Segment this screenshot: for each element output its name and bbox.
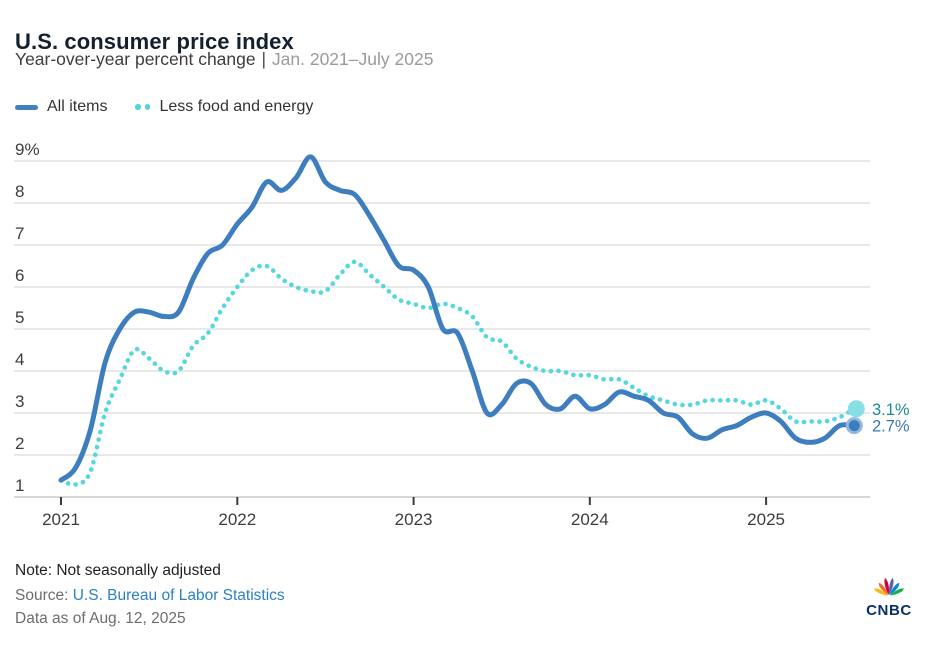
source-link[interactable]: U.S. Bureau of Labor Statistics — [72, 587, 285, 604]
cnbc-peacock-icon — [873, 578, 905, 596]
x-axis-tick-label: 2024 — [571, 510, 609, 529]
cpi-line-chart: 1 2 3 4 5 6 7 8 9% 2021 2022 2023 2024 2025 3.1%2.7% — [14, 140, 910, 529]
chart-title: U.S. consumer price index — [15, 28, 294, 54]
legend-item-all-items[interactable]: All items — [15, 98, 107, 116]
source-label: Source: — [15, 587, 69, 604]
legend-item-less-food-energy[interactable]: Less food and energy — [135, 98, 313, 116]
core-cpi-line — [58, 259, 857, 487]
y-axis-tick-label: 2 — [15, 434, 24, 453]
x-axis-tick-label: 2025 — [747, 510, 785, 529]
cnbc-logo-text: CNBC — [866, 602, 912, 619]
y-axis-tick-label: 1 — [15, 476, 24, 495]
chart-plot-area: 1 2 3 4 5 6 7 8 9% 2021 2022 2023 2024 2025 3.1% 2.7% — [0, 140, 936, 545]
core-dotted-swatch-icon — [135, 104, 151, 110]
y-axis-tick-label: 7 — [15, 224, 24, 243]
chart-note: Note: Not seasonally adjusted — [15, 562, 221, 579]
subtitle-measure: Year-over-year percent change — [15, 49, 256, 69]
y-axis-tick-label: 4 — [15, 350, 24, 369]
core-end-dot — [847, 400, 865, 418]
end-value-label: 3.1% — [872, 401, 910, 419]
cnbc-logo: CNBC — [856, 567, 922, 619]
legend-label-less-food-energy: Less food and energy — [159, 98, 314, 115]
subtitle-separator: | — [261, 49, 267, 69]
all-items-line-swatch-icon — [15, 104, 38, 110]
y-axis-tick-label: 6 — [15, 266, 24, 285]
y-axis-tick-label: 9% — [15, 140, 40, 159]
subtitle-date-range: Jan. 2021–July 2025 — [271, 49, 434, 69]
y-axis-tick-label: 5 — [15, 308, 24, 327]
data-as-of: Data as of Aug. 12, 2025 — [15, 610, 186, 627]
x-axis-tick-label: 2023 — [395, 510, 433, 529]
legend-label-all-items: All items — [47, 98, 108, 115]
y-axis-tick-label: 8 — [15, 182, 24, 201]
all-items-line — [58, 154, 857, 483]
chart-subtitle: Year-over-year percent change | Jan. 202… — [15, 49, 433, 70]
y-axis-tick-label: 3 — [15, 392, 24, 411]
x-axis-tick-label: 2022 — [218, 510, 256, 529]
end-value-label: 2.7% — [872, 418, 910, 436]
all-items-end-dot — [848, 420, 860, 432]
chart-legend: All items Less food and energy — [15, 98, 313, 116]
x-axis-tick-label: 2021 — [42, 510, 80, 529]
chart-source: Source: U.S. Bureau of Labor Statistics — [15, 587, 285, 605]
